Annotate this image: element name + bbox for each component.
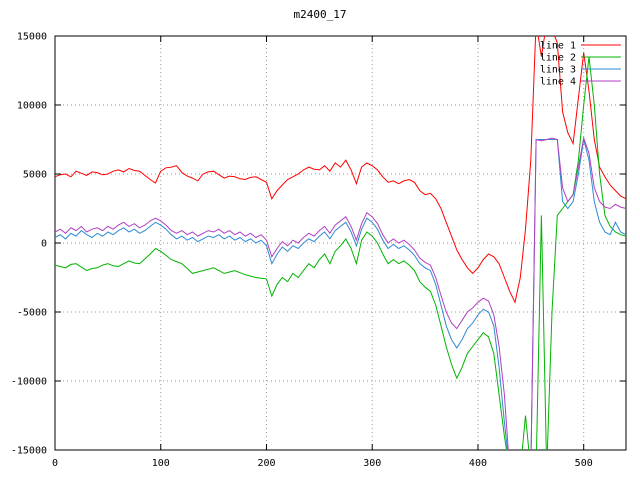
series-line-2	[55, 56, 626, 450]
legend-label: line 3	[540, 65, 576, 76]
tick-marks	[54, 35, 626, 451]
series-line-4	[55, 136, 626, 450]
y-tick-label: 5000	[23, 170, 47, 181]
legend-label: line 4	[540, 77, 576, 88]
y-tick-label: -10000	[11, 377, 47, 388]
x-tick-label: 300	[363, 458, 381, 469]
x-tick-label: 500	[575, 458, 593, 469]
legend-label: line 2	[540, 53, 576, 64]
legend-label: line 1	[540, 41, 576, 52]
y-tick-label: 0	[41, 239, 47, 250]
y-tick-label: -5000	[17, 308, 47, 319]
x-tick-label: 400	[469, 458, 487, 469]
chart-title: m2400_17	[293, 8, 347, 21]
y-tick-label: -15000	[11, 446, 47, 457]
x-tick-label: 100	[152, 458, 170, 469]
series-line-1	[55, 36, 626, 304]
y-tick-label: 10000	[17, 101, 47, 112]
x-tick-label: 200	[257, 458, 275, 469]
x-tick-label: 0	[52, 458, 58, 469]
series-group	[55, 36, 626, 450]
series-line-3	[55, 139, 626, 450]
y-tick-label: 15000	[17, 32, 47, 43]
tick-labels: 0 100 200 300 400 500 -15000 -10000 -5000 0 5000 10…	[11, 32, 593, 470]
